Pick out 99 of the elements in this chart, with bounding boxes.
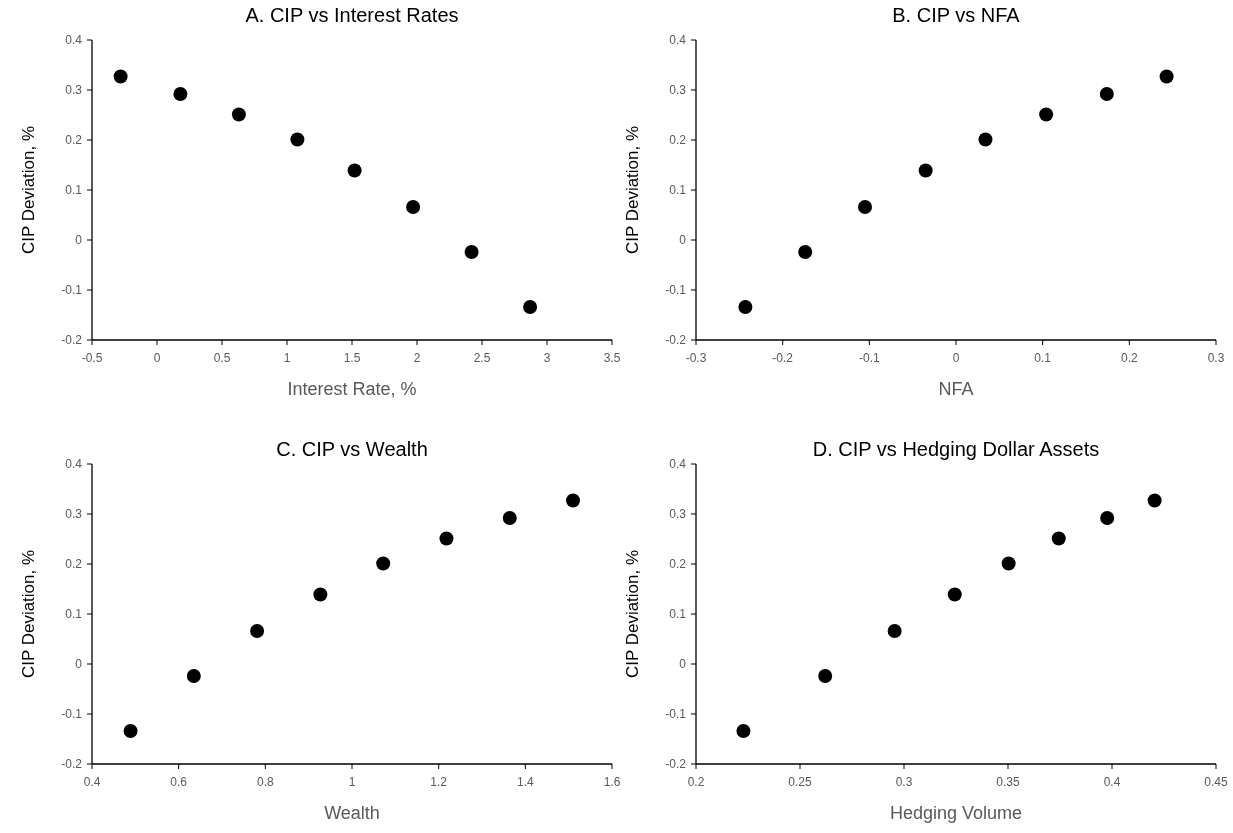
y-tick-label: 0.1 [669,183,687,198]
x-tick-label: 3 [543,351,551,365]
y-tick-label: -0.1 [665,707,687,722]
point [186,669,201,683]
y-tick-label: 0.4 [669,457,687,472]
x-axis-title: Interest Rate, % [287,379,417,399]
y-tick-label: -0.1 [665,283,687,298]
x-tick-label: 1.4 [516,775,534,789]
x-tick-label: 1 [348,775,356,789]
x-tick-label: -0.1 [858,351,880,365]
x-tick-label: 0.1 [1034,351,1052,365]
x-tick-label: 0 [153,351,161,365]
y-tick-label: 0.4 [65,457,83,472]
y-tick-label: -0.2 [61,333,83,348]
point [523,300,538,314]
y-tick-label: 0.3 [669,83,687,98]
y-tick-label: 0 [75,657,83,672]
x-axis-title: Wealth [324,803,380,823]
point [376,556,391,571]
y-axis-title: CIP Deviation, % [623,125,642,255]
y-axis-title: CIP Deviation, % [19,125,38,255]
y-tick-label: 0.1 [65,183,83,198]
point [818,669,833,683]
y-tick-label: 0.2 [669,557,687,572]
point [1039,107,1054,122]
point [798,245,813,259]
x-tick-label: 0.25 [788,775,812,789]
x-tick-label: 0.8 [256,775,274,789]
point [313,587,328,602]
y-tick-label: 0.2 [65,557,83,572]
point [406,200,421,214]
point [947,587,962,602]
y-tick-label: -0.2 [665,333,687,348]
point [978,132,993,147]
y-tick-label: 0.4 [65,33,83,48]
point [123,724,138,738]
point [738,300,753,314]
y-axis-title: CIP Deviation, % [19,549,38,679]
point [1100,511,1115,525]
point [464,245,479,259]
x-tick-label: -0.2 [772,351,794,365]
x-tick-label: 1.6 [603,775,621,789]
x-tick-label: 0.3 [1207,351,1225,365]
y-tick-label: 0.3 [65,83,83,98]
x-tick-label: 0.3 [895,775,913,789]
x-tick-label: 1 [283,351,291,365]
point [231,107,246,122]
y-tick-label: -0.1 [61,707,83,722]
y-tick-label: 0 [679,657,687,672]
y-tick-label: 0.3 [669,507,687,522]
y-tick-label: 0.4 [669,33,687,48]
point [173,87,188,101]
x-tick-label: 2.5 [473,351,491,365]
point [439,531,454,546]
point [290,132,305,147]
x-tick-label: 0.4 [1103,775,1121,789]
y-tick-label: 0.1 [669,607,687,622]
y-tick-label: -0.1 [61,283,83,298]
x-tick-label: 1.5 [343,351,361,365]
x-axis-title: NFA [938,379,974,399]
point [566,493,580,508]
point [250,624,265,638]
x-tick-label: 0.6 [170,775,188,789]
point [918,163,933,178]
y-tick-label: -0.2 [61,757,83,772]
x-tick-label: 1.2 [430,775,448,789]
y-axis-title: CIP Deviation, % [623,549,642,679]
x-tick-label: 0 [952,351,960,365]
chart-title: D. CIP vs Hedging Dollar Assets [812,438,1100,460]
point [113,69,128,84]
point [887,624,902,638]
y-tick-label: 0.3 [65,507,83,522]
chart-title: C. CIP vs Wealth [276,438,428,460]
point [502,511,517,525]
chart-title: B. CIP vs NFA [892,4,1021,26]
x-tick-label: 3.5 [603,351,621,365]
y-tick-label: 0.2 [669,133,687,148]
point [736,724,751,738]
y-tick-label: 0 [679,233,687,248]
x-tick-label: -0.3 [685,351,707,365]
point [1001,556,1016,571]
point [1159,69,1174,84]
x-tick-label: -0.5 [81,351,103,365]
y-tick-label: 0 [75,233,83,248]
y-tick-label: -0.2 [665,757,687,772]
y-tick-label: 0.1 [65,607,83,622]
chart-title: A. CIP vs Interest Rates [245,4,459,26]
point [1051,531,1066,546]
point [347,163,362,178]
point [1099,87,1114,101]
point [858,200,872,214]
x-axis-title: Hedging Volume [889,803,1023,823]
x-tick-label: 0.2 [1120,351,1138,365]
x-tick-label: 0.5 [213,351,231,365]
x-tick-label: 2 [413,351,421,365]
point [1147,493,1162,508]
y-tick-label: 0.2 [65,133,83,148]
x-tick-label: 0.45 [1204,775,1228,789]
x-tick-label: 0.35 [996,775,1020,789]
